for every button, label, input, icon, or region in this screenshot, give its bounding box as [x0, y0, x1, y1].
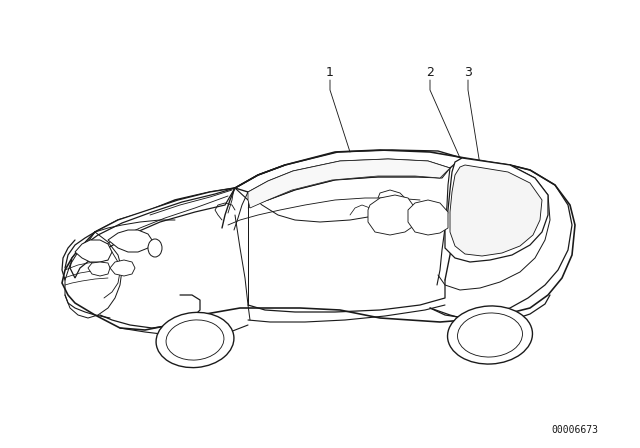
Polygon shape: [88, 262, 110, 276]
Polygon shape: [445, 158, 548, 262]
Polygon shape: [62, 150, 575, 330]
Ellipse shape: [447, 306, 532, 364]
Text: 2: 2: [426, 65, 434, 78]
Ellipse shape: [166, 320, 224, 360]
Text: 00006673: 00006673: [552, 425, 598, 435]
Polygon shape: [108, 230, 152, 252]
Text: 3: 3: [464, 65, 472, 78]
Polygon shape: [368, 195, 415, 235]
Polygon shape: [408, 200, 448, 235]
Polygon shape: [75, 240, 112, 262]
Ellipse shape: [458, 313, 522, 357]
Ellipse shape: [148, 239, 162, 257]
Polygon shape: [110, 260, 135, 276]
Text: 1: 1: [326, 65, 334, 78]
Polygon shape: [70, 188, 235, 278]
Polygon shape: [450, 165, 542, 256]
Ellipse shape: [156, 312, 234, 368]
Polygon shape: [248, 159, 450, 208]
